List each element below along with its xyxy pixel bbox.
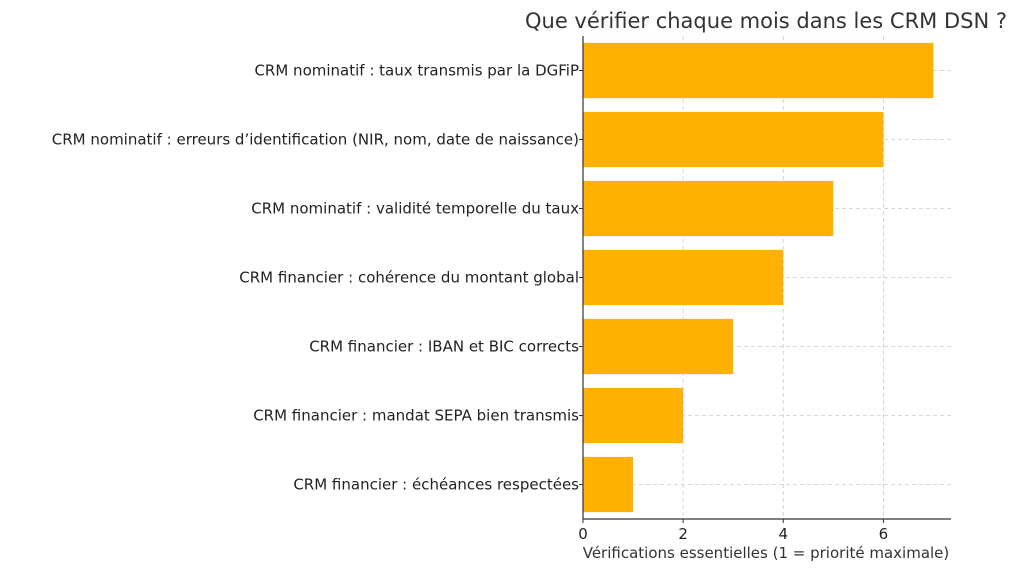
chart-title: Que vérifier chaque mois dans les CRM DS… <box>525 9 1007 33</box>
y-tick-label: CRM nominatif : validité temporelle du t… <box>251 200 579 218</box>
x-tick-label: 6 <box>879 525 889 543</box>
bar <box>583 387 684 444</box>
x-tick-label: 4 <box>778 525 788 543</box>
x-tick-label: 0 <box>578 525 588 543</box>
x-tick-label: 2 <box>678 525 688 543</box>
bar <box>583 42 934 99</box>
bar <box>583 456 634 513</box>
y-tick-label: CRM nominatif : erreurs d’identification… <box>52 131 579 149</box>
y-tick-label: CRM financier : mandat SEPA bien transmi… <box>253 407 579 425</box>
bar <box>583 180 834 237</box>
x-axis-label: Vérifications essentielles (1 = priorité… <box>583 544 950 562</box>
y-tick-label: CRM financier : échéances respectées <box>293 476 579 494</box>
axes <box>579 36 951 523</box>
bar <box>583 318 734 375</box>
bar <box>583 111 884 168</box>
y-tick-label: CRM financier : IBAN et BIC corrects <box>309 338 579 356</box>
y-tick-label: CRM financier : cohérence du montant glo… <box>239 269 579 287</box>
bar <box>583 249 784 306</box>
bars <box>583 42 934 513</box>
x-tick-labels: 0 2 4 6 <box>578 525 888 543</box>
y-tick-label: CRM nominatif : taux transmis par la DGF… <box>254 62 579 80</box>
y-tick-labels: CRM nominatif : taux transmis par la DGF… <box>52 62 579 494</box>
